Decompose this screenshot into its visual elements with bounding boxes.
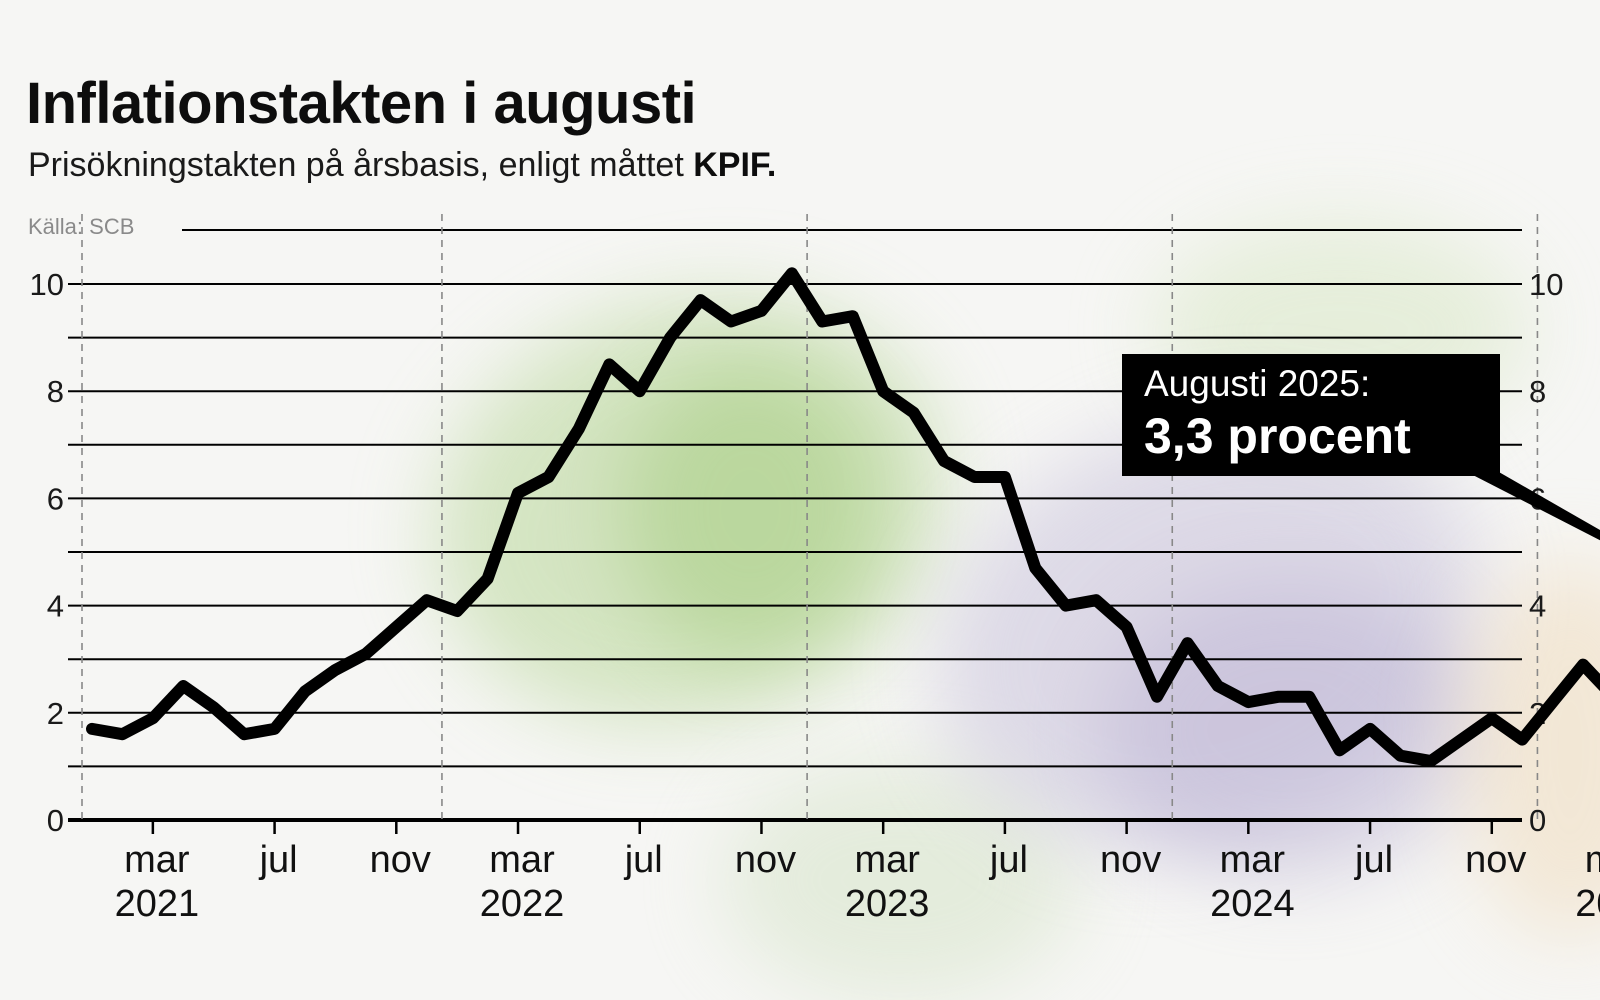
callout-date: Augusti 2025:: [1144, 363, 1371, 404]
y-tick-label-left: 4: [47, 589, 64, 624]
x-axis-ticks: [151, 820, 1494, 834]
chart-subtitle: Prisökningstakten på årsbasis, enligt må…: [28, 146, 776, 185]
x-month-label: nov: [1465, 839, 1526, 881]
x-month-label: jul: [624, 839, 663, 881]
y-tick-label-left: 10: [30, 267, 64, 302]
background-banknote-green-accent: [620, 360, 880, 660]
x-year-label: 2021: [115, 883, 200, 925]
y-tick-label-left: 8: [47, 374, 64, 409]
y-tick-label-right: 0: [1529, 803, 1546, 838]
chart-title: Inflationstakten i augusti: [26, 71, 697, 136]
y-axis-left-labels: 0 2 4 6 8 10: [30, 267, 64, 838]
x-month-label: mar: [1220, 839, 1286, 881]
source-label: Källa: SCB: [28, 214, 135, 239]
x-month-label: jul: [259, 839, 298, 881]
x-year-label: 2024: [1210, 883, 1295, 925]
x-month-label: mar: [124, 839, 190, 881]
x-month-label: nov: [735, 839, 796, 881]
y-tick-label-right: 8: [1529, 374, 1546, 409]
year-separator-lines: [81, 214, 1539, 820]
x-month-label: mar: [1585, 839, 1600, 881]
horizontal-gridlines: [68, 229, 1522, 822]
x-month-label: jul: [1354, 839, 1393, 881]
y-tick-label-right: 10: [1529, 267, 1563, 302]
subtitle-measure: KPIF.: [693, 146, 777, 184]
x-year-label: 2022: [480, 883, 565, 925]
x-year-label: 2023: [845, 883, 930, 925]
x-month-label: mar: [489, 839, 555, 881]
x-month-label: jul: [989, 839, 1028, 881]
callout-pointer: [1428, 452, 1600, 541]
callout-value: 3,3 procent: [1144, 408, 1411, 464]
y-tick-label-left: 6: [47, 481, 64, 516]
y-tick-label-left: 2: [47, 696, 64, 731]
x-month-label: nov: [370, 839, 431, 881]
subtitle-text: Prisökningstakten på årsbasis, enligt må…: [28, 146, 694, 184]
x-year-label: 2025: [1575, 883, 1600, 925]
series-line-kpif: [86, 267, 1600, 767]
latest-value-callout: Augusti 2025: 3,3 procent: [1122, 354, 1500, 476]
y-tick-label-left: 0: [47, 803, 64, 838]
background-banknote-lilac-accent: [1100, 580, 1480, 880]
y-tick-label-right: 4: [1529, 589, 1546, 624]
x-month-label: mar: [854, 839, 920, 881]
x-month-label: nov: [1100, 839, 1161, 881]
